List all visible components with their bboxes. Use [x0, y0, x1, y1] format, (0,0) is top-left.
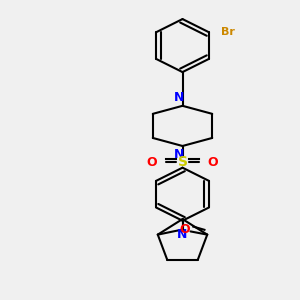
- Text: N: N: [174, 91, 184, 104]
- Text: O: O: [208, 155, 218, 169]
- Text: N: N: [174, 148, 184, 160]
- Text: N: N: [177, 228, 188, 241]
- Text: O: O: [147, 155, 158, 169]
- Text: Br: Br: [221, 27, 235, 37]
- Text: S: S: [178, 155, 188, 169]
- Text: O: O: [180, 223, 190, 236]
